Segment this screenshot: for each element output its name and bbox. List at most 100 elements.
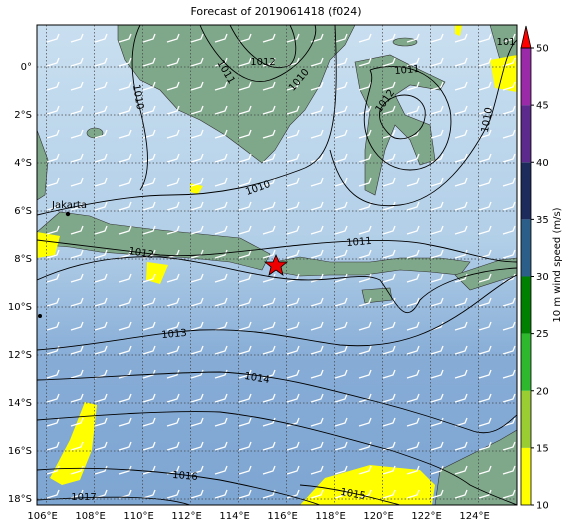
wind-barb <box>310 33 324 43</box>
wind-barb <box>118 177 132 187</box>
wind-barb <box>502 33 516 43</box>
wind-barb <box>358 417 372 427</box>
city-dot <box>38 314 42 318</box>
x-tick-label: 116°E <box>267 511 297 522</box>
wind-barb <box>238 345 252 355</box>
wind-barb <box>190 129 204 139</box>
colorbar: 10 15 20 25 30 35 40 45 50 10 m wind speed (m/s) <box>520 25 563 512</box>
wind-barb <box>286 153 300 163</box>
colorbar-segment <box>521 162 531 220</box>
wind-barb <box>70 345 84 355</box>
wind-barb <box>310 201 324 211</box>
contour-label: 101 <box>496 37 515 48</box>
wind-barb <box>166 177 180 187</box>
wind-barb <box>94 225 108 235</box>
wind-barb <box>190 489 204 499</box>
wind-barb <box>406 33 420 43</box>
wind-barb <box>70 129 84 139</box>
wind-barb <box>502 393 516 403</box>
wind-barb <box>478 441 492 451</box>
y-tick-label: 0° <box>21 62 32 73</box>
wind-barb <box>70 393 84 403</box>
wind-barb <box>166 273 180 283</box>
wind-barb <box>70 441 84 451</box>
wind-barb <box>430 321 444 331</box>
wind-barb <box>454 81 468 91</box>
wind-barb <box>70 369 84 379</box>
wind-barb <box>166 297 180 307</box>
colorbar-segment <box>521 105 531 163</box>
wind-barb <box>454 345 468 355</box>
wind-barb <box>214 81 228 91</box>
colorbar-segment <box>521 219 531 277</box>
wind-barb <box>334 465 348 475</box>
wind-barb <box>454 417 468 427</box>
wind-barb <box>214 105 228 115</box>
wind-barb <box>286 465 300 475</box>
wind-barb <box>502 345 516 355</box>
wind-barb <box>46 465 60 475</box>
wind-barb <box>310 297 324 307</box>
wind-barb <box>478 417 492 427</box>
wind-barb <box>310 81 324 91</box>
colorbar-segment <box>521 276 531 334</box>
wind-barb <box>46 177 60 187</box>
x-tick-label: 124°E <box>459 511 489 522</box>
wind-barb <box>190 297 204 307</box>
wind-barb <box>118 417 132 427</box>
colorbar-tick-label: 20 <box>536 386 549 397</box>
contour-label: 1012 <box>127 246 154 261</box>
contour-label: 1010 <box>480 107 495 134</box>
wind-barb <box>382 465 396 475</box>
wind-barb <box>238 129 252 139</box>
wind-barb <box>382 81 396 91</box>
y-tick-label: 6°S <box>14 206 32 217</box>
wind-barb <box>454 321 468 331</box>
wind-barb <box>142 33 156 43</box>
wind-barb <box>478 393 492 403</box>
wind-barb <box>406 81 420 91</box>
wind-barb <box>142 105 156 115</box>
wind-barb <box>214 129 228 139</box>
wind-barb <box>238 465 252 475</box>
wind-barb <box>46 249 60 259</box>
wind-barb <box>382 393 396 403</box>
wind-barb <box>430 393 444 403</box>
wind-barb <box>382 153 396 163</box>
wind-barb <box>454 249 468 259</box>
wind-barb <box>142 57 156 67</box>
wind-barb <box>358 33 372 43</box>
wind-barb <box>430 177 444 187</box>
wind-barb <box>118 465 132 475</box>
y-tick-label: 16°S <box>8 446 32 457</box>
wind-barb <box>430 489 444 499</box>
wind-barb <box>94 441 108 451</box>
wind-barb <box>430 417 444 427</box>
wind-barb <box>238 105 252 115</box>
wind-barb <box>382 369 396 379</box>
wind-barb <box>262 417 276 427</box>
wind-barb <box>334 129 348 139</box>
wind-barb <box>454 369 468 379</box>
wind-barb <box>46 297 60 307</box>
y-tick-label: 14°S <box>8 398 32 409</box>
wind-barb <box>478 201 492 211</box>
wind-barb <box>430 129 444 139</box>
wind-barb <box>310 57 324 67</box>
wind-barb <box>286 393 300 403</box>
wind-barb <box>382 225 396 235</box>
wind-barb <box>430 273 444 283</box>
colorbar-tick-label: 30 <box>536 272 549 283</box>
wind-barb <box>166 81 180 91</box>
colorbar-tick-label: 40 <box>536 158 549 169</box>
wind-barb <box>190 369 204 379</box>
wind-barb <box>142 369 156 379</box>
wind-barb <box>286 417 300 427</box>
wind-barb <box>94 177 108 187</box>
contour-label: 1010 <box>130 84 145 111</box>
wind-barb <box>70 105 84 115</box>
wind-barb <box>406 297 420 307</box>
wind-barb <box>118 33 132 43</box>
wind-barb <box>118 321 132 331</box>
colorbar-extend <box>520 25 532 49</box>
